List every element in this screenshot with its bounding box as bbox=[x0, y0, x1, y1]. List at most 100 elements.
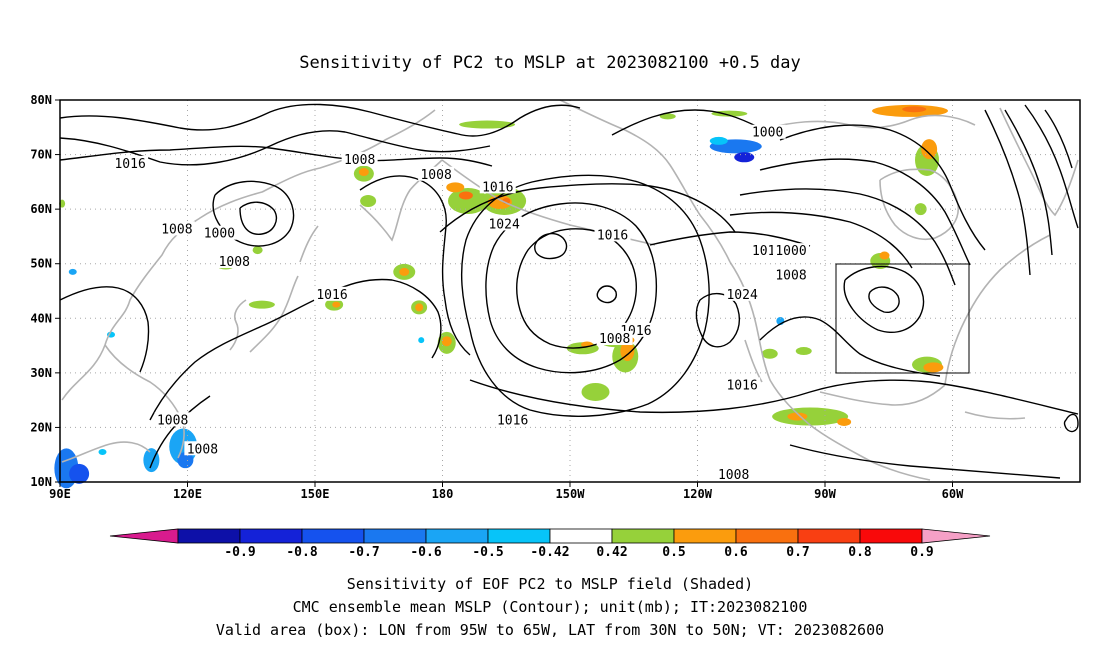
contour-1016-nw bbox=[611, 109, 761, 136]
contour-1024 bbox=[516, 228, 637, 349]
lon-tick-label-120W: 120W bbox=[683, 487, 713, 501]
contour-canada-low-3 bbox=[739, 188, 956, 286]
shading-blob-28 bbox=[795, 347, 812, 356]
shading-blob-23 bbox=[620, 341, 635, 362]
contour-atlantic-2 bbox=[1004, 109, 1053, 256]
shading-blob-26 bbox=[581, 382, 610, 401]
contour-na-high bbox=[843, 265, 925, 334]
shading-blob-33 bbox=[879, 251, 890, 260]
shading-blob-45 bbox=[709, 136, 728, 145]
contour-atlantic-1 bbox=[984, 109, 1031, 276]
lat-tick-label-70N: 70N bbox=[30, 148, 52, 162]
contour-1016-na-south bbox=[759, 316, 941, 377]
contour-label-bg-19 bbox=[154, 412, 191, 427]
contour-label-bg-1 bbox=[341, 152, 378, 167]
coastline-southeast-asia bbox=[61, 441, 151, 463]
coastline-baja bbox=[744, 339, 763, 383]
lon-tick-label-150E: 150E bbox=[301, 487, 330, 501]
contour-label-4: 1000 bbox=[752, 126, 783, 141]
lon-tick-label-150W: 150W bbox=[556, 487, 586, 501]
colorbar-arrow-right bbox=[921, 528, 991, 544]
lon-tick-label-60W: 60W bbox=[942, 487, 964, 501]
shading-blob-37 bbox=[921, 139, 938, 160]
contour-low-east-asia-inner bbox=[239, 201, 278, 235]
coastline-japan bbox=[249, 275, 299, 353]
contour-label-bg-3 bbox=[479, 179, 516, 194]
contour-label-bg-14 bbox=[724, 286, 761, 301]
shading-blob-1 bbox=[446, 182, 465, 193]
coastline-greenland bbox=[999, 107, 1079, 217]
shading-blob-52 bbox=[98, 448, 107, 455]
contour-1016-subtropic bbox=[469, 379, 1079, 415]
coastline-asia bbox=[61, 109, 436, 401]
contour-label-bg-21 bbox=[715, 466, 752, 481]
colorbar-swatch-5 bbox=[425, 528, 489, 544]
contour-atlantic-3 bbox=[1024, 104, 1079, 229]
shading-blob-8 bbox=[360, 194, 377, 207]
colorbar-swatch-7 bbox=[549, 528, 613, 544]
lat-tick-label-40N: 40N bbox=[30, 311, 52, 325]
contour-label-11: 1008 bbox=[219, 255, 250, 270]
contour-na-high-inner bbox=[868, 286, 900, 313]
shading-blob-41 bbox=[659, 113, 676, 120]
shading-blob-7 bbox=[358, 168, 369, 177]
valid-area-box bbox=[835, 263, 970, 374]
contour-label-21: 1008 bbox=[718, 468, 749, 483]
contour-labels: 1016 1008 1008 1016 1000 1008 1000 1024 1016 1016… bbox=[112, 124, 809, 483]
contour-label-13: 1016 bbox=[316, 288, 347, 303]
lon-tick-label-120E: 120E bbox=[173, 487, 202, 501]
shading-blob-27 bbox=[761, 348, 778, 359]
coastline-caribbean bbox=[964, 411, 1026, 420]
colorbar-label-4: -0.5 bbox=[472, 545, 503, 560]
contour-label-19: 1008 bbox=[157, 413, 188, 428]
contour-1016-northpac bbox=[439, 183, 736, 233]
coastline-alaska bbox=[559, 99, 731, 263]
contour-label-bg-10 bbox=[773, 243, 809, 258]
shading-blob-57 bbox=[418, 337, 425, 344]
contour-label-8: 1016 bbox=[597, 228, 628, 243]
contour-1008-south bbox=[789, 444, 1061, 479]
contour-high-outer bbox=[460, 174, 710, 417]
colorbar-swatch-6 bbox=[487, 528, 551, 544]
shading-blob-19 bbox=[459, 120, 516, 129]
shading-blob-31 bbox=[837, 417, 852, 426]
coastline-korea bbox=[229, 299, 247, 351]
coastline-na-east bbox=[944, 234, 1051, 386]
contour-label-bg-2 bbox=[418, 166, 455, 181]
contour-label-14: 1024 bbox=[726, 288, 757, 303]
lon-tick-label-90E: 90E bbox=[49, 487, 71, 501]
contour-label-18: 1016 bbox=[497, 413, 528, 428]
contour-label-1: 1008 bbox=[344, 153, 375, 168]
contour-label-3: 1016 bbox=[482, 180, 513, 195]
colorbar-label-9: 0.7 bbox=[786, 545, 809, 560]
colorbar-swatch-4 bbox=[363, 528, 427, 544]
colorbar-swatch-1 bbox=[177, 528, 241, 544]
shading-blob-29 bbox=[772, 407, 849, 426]
shading-blob-54 bbox=[68, 268, 77, 275]
contour-label-bg-5 bbox=[158, 221, 195, 236]
contour-label-bg-16 bbox=[596, 331, 633, 346]
coastline-hudson bbox=[879, 168, 960, 241]
contour-1024-small bbox=[596, 285, 618, 304]
colorbar-swatch-12 bbox=[859, 528, 923, 544]
colorbar-label-1: -0.8 bbox=[286, 545, 317, 560]
figure-title: Sensitivity of PC2 to MSLP at 2023082100… bbox=[299, 53, 801, 73]
caption-line-1: Sensitivity of EOF PC2 to MSLP field (Sh… bbox=[347, 575, 753, 593]
colorbar-label-7: 0.5 bbox=[662, 545, 685, 560]
contour-atlantic-4 bbox=[1044, 109, 1073, 169]
contour-label-bg-7 bbox=[486, 216, 523, 231]
lon-tick-label-90W: 90W bbox=[814, 487, 836, 501]
shading-blob-18 bbox=[248, 300, 275, 309]
shading-blob-15 bbox=[415, 303, 424, 312]
colorbar-label-6: 0.42 bbox=[596, 545, 627, 560]
shading-blob-0 bbox=[448, 187, 488, 214]
lat-tick-label-30N: 30N bbox=[30, 366, 52, 380]
colorbar-swatch-11 bbox=[797, 528, 861, 544]
contour-label-bg-11 bbox=[216, 254, 253, 269]
contour-label-bg-0 bbox=[112, 155, 149, 170]
shading-blob-10 bbox=[399, 267, 410, 276]
contour-canada-low bbox=[779, 124, 986, 251]
caption-line-2: CMC ensemble mean MSLP (Contour); unit(m… bbox=[293, 598, 808, 616]
